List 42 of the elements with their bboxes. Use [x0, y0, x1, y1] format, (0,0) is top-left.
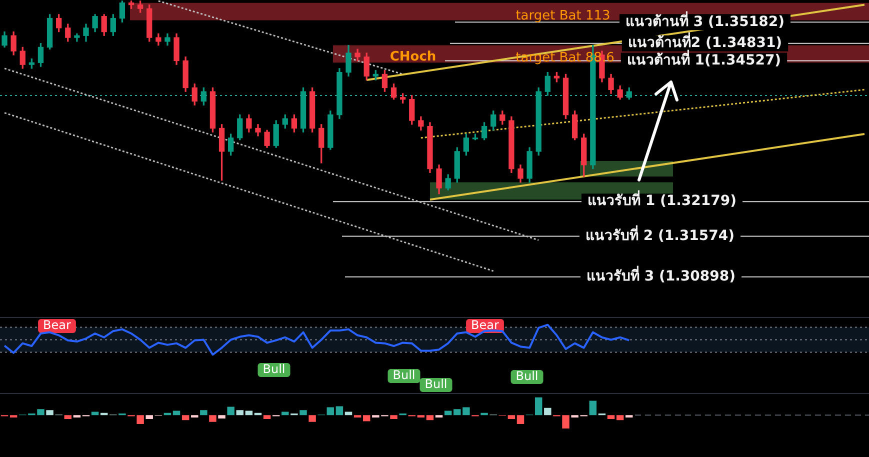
ref-line-label: แนวรับที่ 2 (1.31574) — [585, 224, 735, 244]
bar — [64, 415, 72, 420]
bar — [390, 415, 398, 420]
text: Bull — [516, 369, 538, 384]
bar — [209, 415, 216, 422]
bar — [172, 410, 180, 416]
bar — [616, 415, 624, 420]
annotation: target Bat 113 — [516, 8, 610, 24]
ref-line-label: แนวรับที่ 3 (1.30898) — [586, 265, 736, 284]
bar — [308, 415, 316, 422]
annotation: CHoch — [390, 49, 436, 64]
bar — [282, 412, 289, 416]
bar — [480, 412, 488, 416]
bar — [516, 415, 524, 424]
text: Bull — [424, 377, 448, 392]
ref-line-label: แนวรับที่ 1 (1.32179) — [587, 190, 737, 210]
bar — [236, 410, 244, 416]
bar — [245, 410, 253, 416]
bar — [362, 415, 370, 422]
bar — [146, 415, 153, 420]
ref-line-label: แนวต้านที่ 3 (1.35182) — [625, 10, 785, 30]
text: Bull — [262, 362, 286, 376]
bar — [182, 415, 190, 420]
bar — [336, 406, 344, 416]
bar — [326, 407, 334, 416]
bar — [263, 415, 271, 420]
bar — [589, 400, 597, 416]
bar — [544, 408, 552, 416]
bar — [534, 397, 542, 416]
bar — [218, 415, 226, 419]
bar — [200, 410, 208, 416]
text: Bull — [392, 368, 416, 382]
bar — [444, 410, 452, 416]
bar — [300, 410, 307, 416]
bar — [508, 415, 516, 420]
bar — [426, 415, 434, 420]
ref-line-label: แนวต้านที่ 1(1.34527) — [626, 49, 782, 68]
bar — [607, 415, 615, 420]
annotation: Bear — [471, 318, 500, 332]
bar — [227, 406, 234, 416]
ref-line-label: แนวต้านที่2 (1.34831) — [628, 32, 782, 51]
annotation: Bear — [43, 318, 72, 332]
